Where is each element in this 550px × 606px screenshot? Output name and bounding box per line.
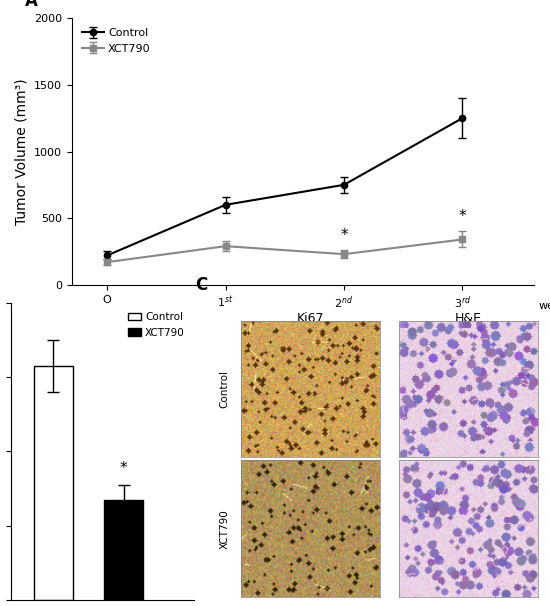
Text: week: week	[538, 301, 550, 311]
Bar	[34, 366, 73, 600]
Legend: Control, XCT790: Control, XCT790	[77, 24, 155, 58]
Text: Ki67: Ki67	[296, 312, 324, 325]
Text: XCT790: XCT790	[219, 509, 229, 548]
Y-axis label: Tumor Volume (mm³): Tumor Volume (mm³)	[14, 78, 28, 225]
Text: *: *	[340, 228, 348, 243]
Legend: Control, XCT790: Control, XCT790	[124, 308, 189, 342]
Text: C: C	[195, 276, 207, 294]
Text: *: *	[459, 209, 466, 224]
Text: *: *	[120, 461, 128, 476]
Text: A: A	[25, 0, 38, 10]
Text: H&E: H&E	[455, 312, 482, 325]
Bar	[104, 500, 143, 600]
Text: Control: Control	[219, 370, 229, 408]
